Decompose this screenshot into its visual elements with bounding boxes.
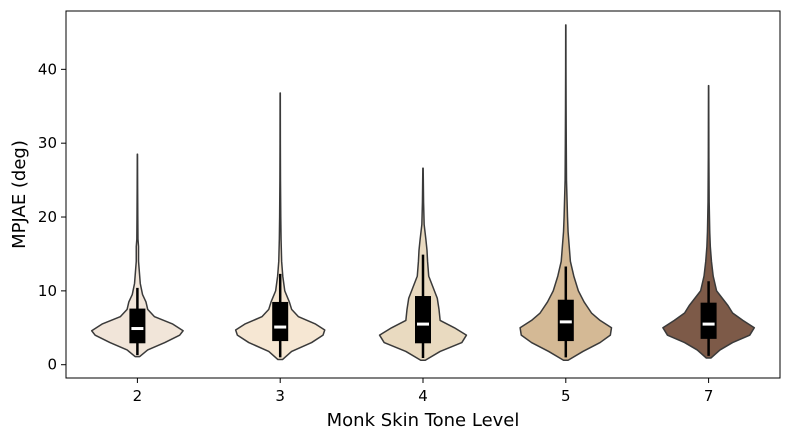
y-axis-title: MPJAE (deg) xyxy=(9,140,30,249)
y-axis: 0 10 20 30 40 xyxy=(38,60,66,374)
y-tick-label: 40 xyxy=(38,60,57,78)
iqr-box-7 xyxy=(700,302,717,339)
y-tick-label: 10 xyxy=(38,282,57,300)
violin-body-7 xyxy=(662,84,756,359)
violin-body-5 xyxy=(519,24,613,362)
x-tick-label: 5 xyxy=(561,387,571,405)
y-tick-label: 0 xyxy=(47,356,57,374)
x-axis: 2 3 4 5 7 xyxy=(133,378,714,405)
y-tick-label: 20 xyxy=(38,208,57,226)
violin-body-3 xyxy=(234,92,326,361)
violin-body-2 xyxy=(90,153,184,358)
x-tick-label: 3 xyxy=(275,387,285,405)
violins-layer xyxy=(90,24,756,362)
x-tick-label: 2 xyxy=(133,387,143,405)
iqr-box-3 xyxy=(272,301,289,342)
x-tick-label: 7 xyxy=(704,387,714,405)
y-tick-label: 30 xyxy=(38,134,57,152)
iqr-box-4 xyxy=(415,296,431,344)
iqr-box-2 xyxy=(129,308,146,344)
x-axis-title: Monk Skin Tone Level xyxy=(327,410,520,431)
x-tick-label: 4 xyxy=(418,387,428,405)
